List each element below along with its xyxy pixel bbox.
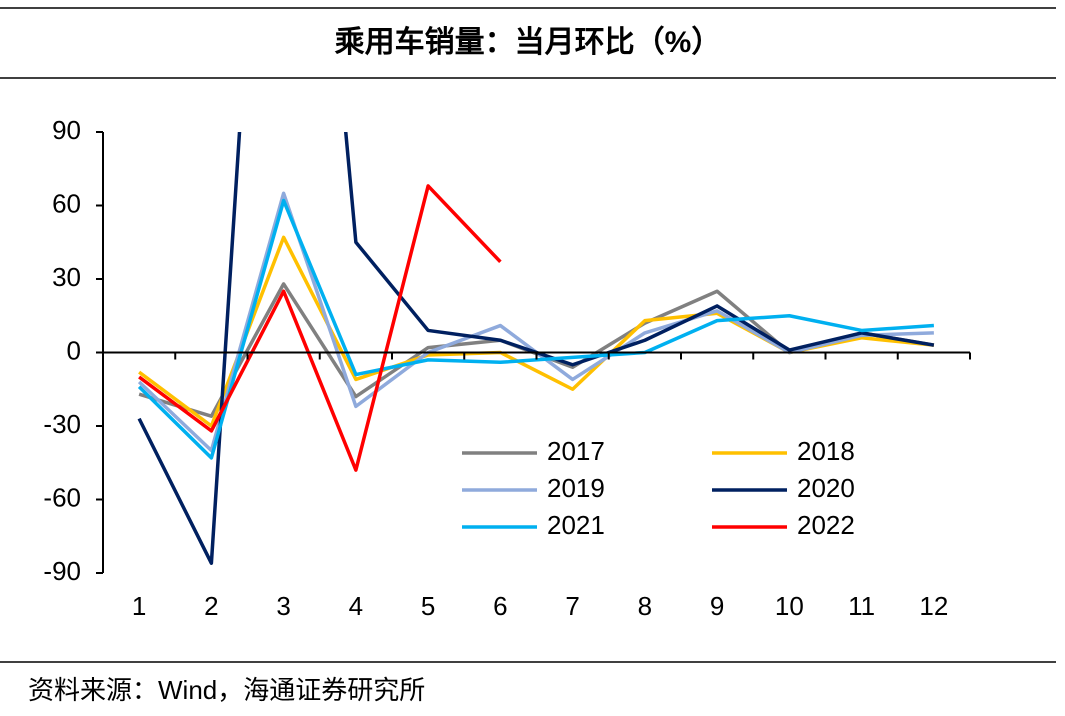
x-tick-label: 7 (565, 591, 579, 621)
x-tick-label: 2 (204, 591, 218, 621)
x-tick-label: 11 (848, 591, 875, 621)
x-tick-label: 9 (710, 591, 724, 621)
x-tick-label: 4 (349, 591, 363, 621)
series-line (138, 184, 502, 472)
chart-title: 乘用车销量：当月环比（%） (335, 25, 722, 59)
legend-label: 2017 (547, 436, 605, 466)
legend-label: 2021 (547, 510, 605, 540)
y-tick-label: -90 (43, 556, 81, 586)
x-tick-label: 8 (638, 591, 652, 621)
y-tick-label: -60 (43, 482, 81, 512)
legend-label: 2018 (797, 436, 855, 466)
x-tick-label: 1 (132, 591, 146, 621)
legend-label: 2019 (547, 473, 605, 503)
source-note: 资料来源：Wind，海通证券研究所 (28, 675, 425, 705)
x-tick-label: 5 (421, 591, 435, 621)
y-tick-label: 0 (67, 335, 81, 365)
x-tick-label: 3 (276, 591, 290, 621)
series-line (137, 198, 934, 460)
x-tick-label: 12 (919, 591, 948, 621)
x-tick-label: 6 (493, 591, 507, 621)
y-tick-label: 30 (52, 262, 81, 292)
y-tick-label: 60 (52, 188, 81, 218)
legend-label: 2022 (797, 510, 855, 540)
x-tick-label: 10 (775, 591, 804, 621)
y-tick-label: 90 (52, 115, 81, 145)
legend-label: 2020 (797, 473, 855, 503)
y-tick-label: -30 (43, 409, 81, 439)
